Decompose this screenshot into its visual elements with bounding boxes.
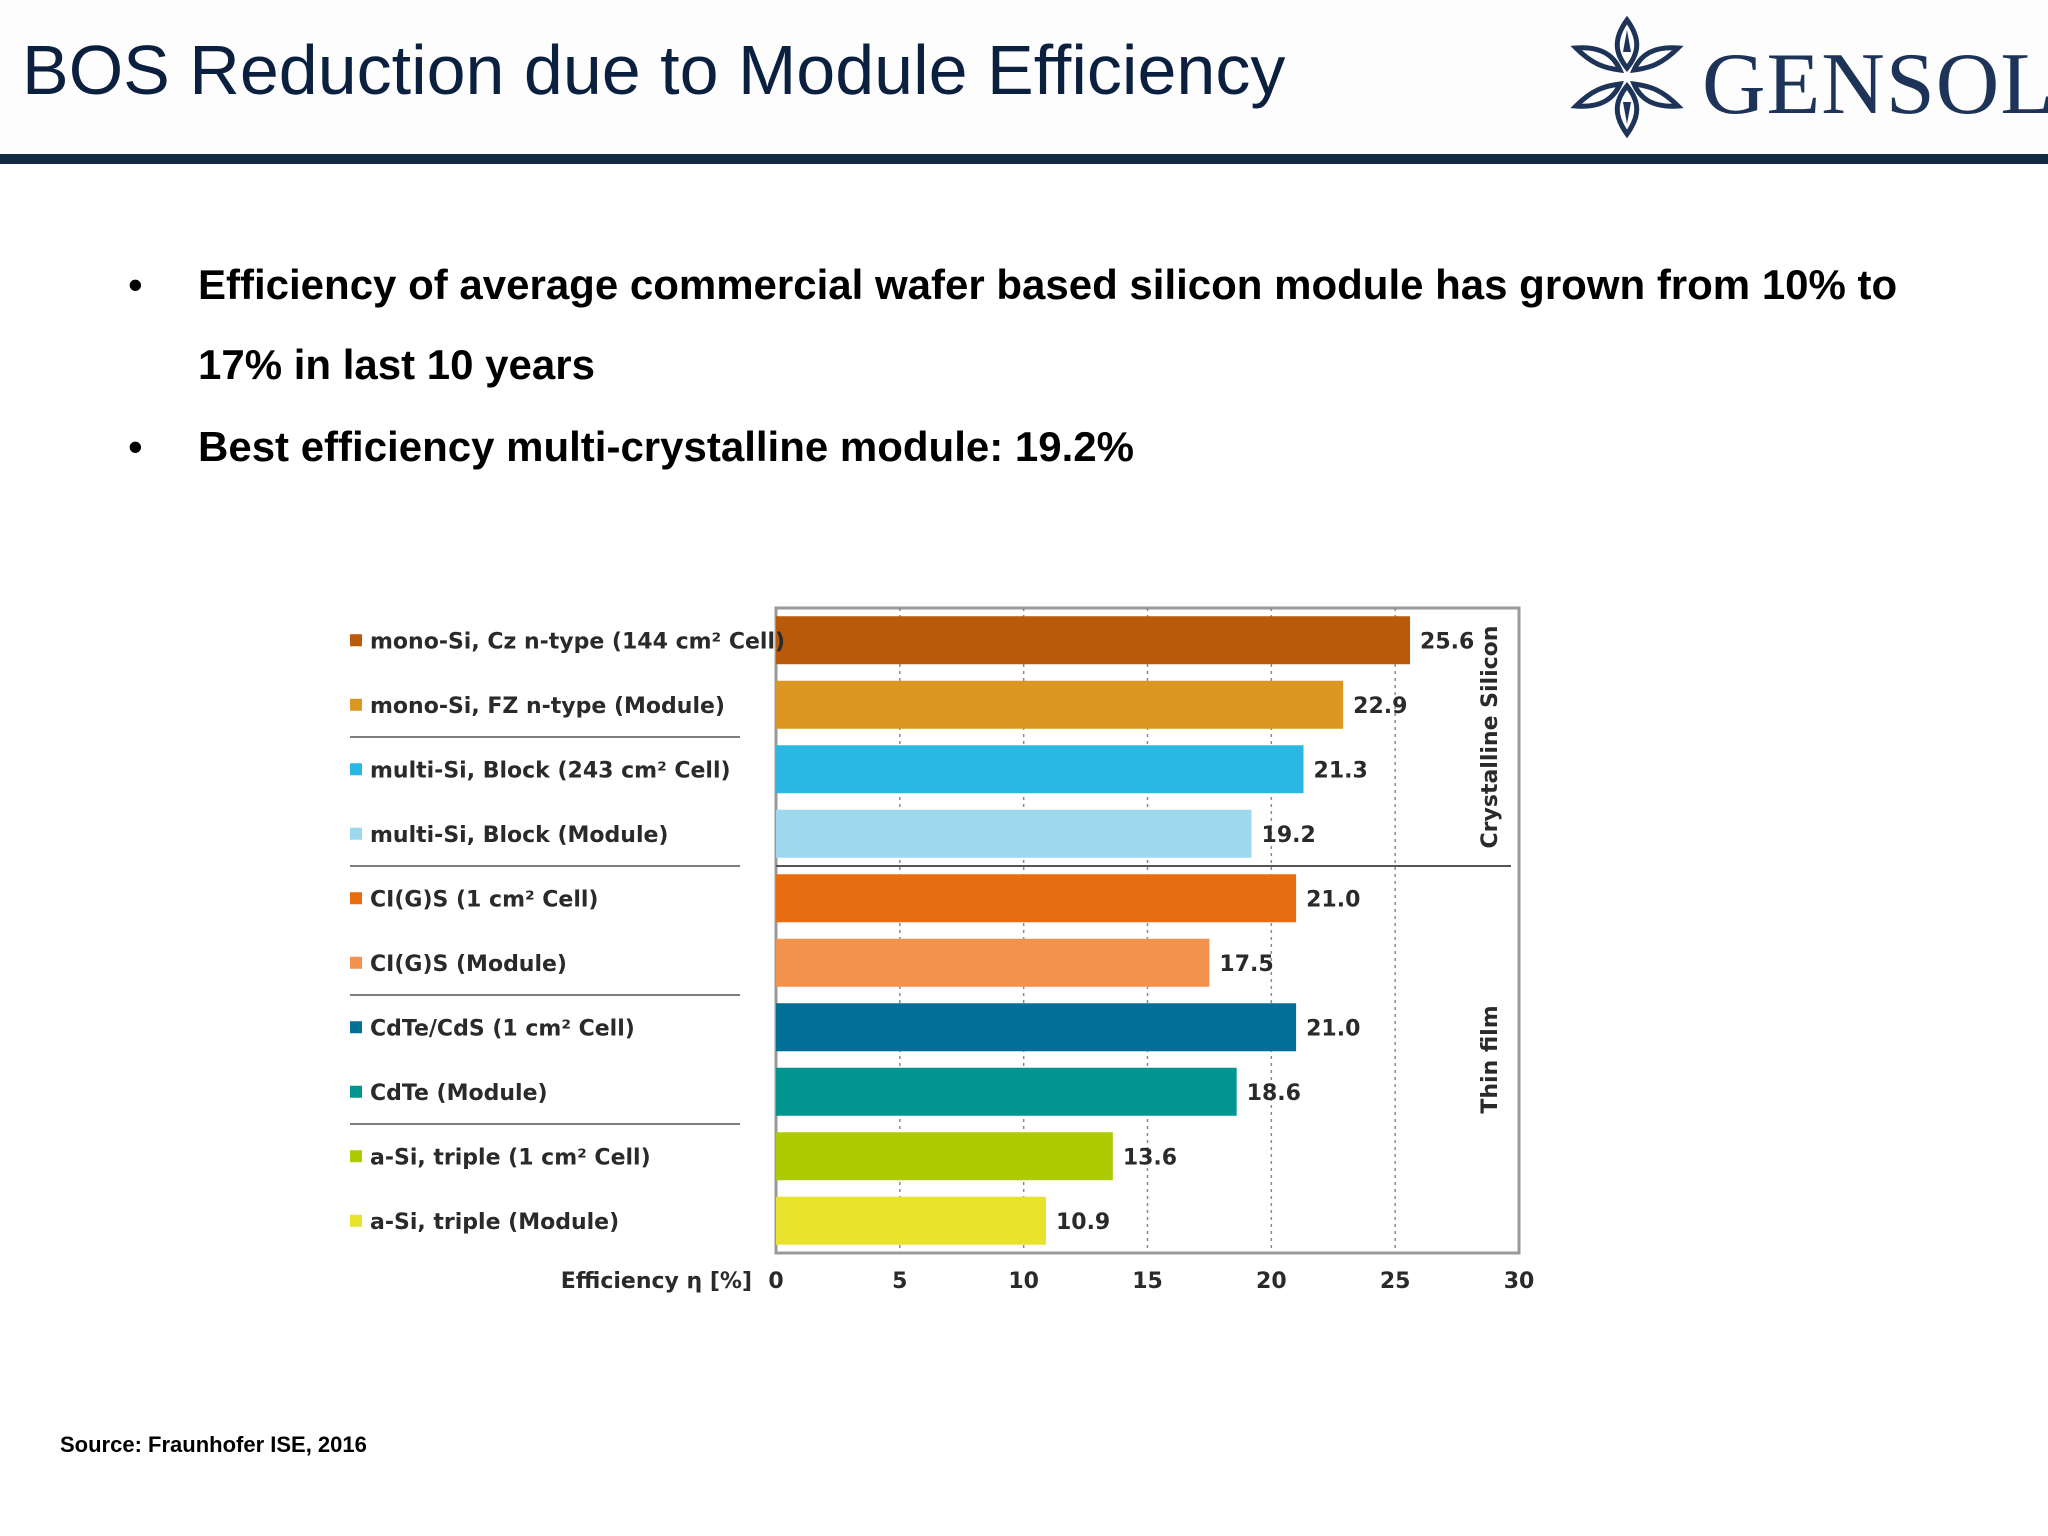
x-tick-label: 5 bbox=[892, 1269, 907, 1294]
bar bbox=[776, 938, 1210, 987]
legend-swatch bbox=[350, 1150, 362, 1163]
efficiency-bar-chart: 25.6 mono-Si, Cz n-type (144 cm² Cell) 22.… bbox=[350, 606, 1535, 1294]
category-label: mono-Si, FZ n-type (Module) bbox=[370, 694, 725, 719]
logo-wordmark: GENSOL bbox=[1702, 36, 2048, 133]
value-label: 17.5 bbox=[1219, 952, 1273, 977]
category-label: a-Si, triple (Module) bbox=[370, 1210, 619, 1235]
bar bbox=[776, 874, 1297, 923]
value-label: 21.0 bbox=[1306, 1016, 1360, 1041]
bar bbox=[776, 1196, 1046, 1245]
bar bbox=[776, 1067, 1237, 1116]
bullet-text: Efficiency of average commercial wafer b… bbox=[198, 261, 1898, 388]
slide-title: BOS Reduction due to Module Efficiency bbox=[22, 31, 1286, 109]
value-label: 21.3 bbox=[1314, 758, 1368, 783]
legend-swatch bbox=[350, 1085, 362, 1098]
bar bbox=[776, 1003, 1297, 1052]
legend-swatch bbox=[350, 698, 362, 711]
group-label: Crystalline Silicon bbox=[1478, 626, 1503, 849]
bullet-item-2: • Best efficiency multi-crystalline modu… bbox=[128, 407, 1958, 487]
x-tick-label: 25 bbox=[1380, 1269, 1411, 1294]
bar bbox=[776, 616, 1411, 665]
bullet-text: Best efficiency multi-crystalline module… bbox=[198, 423, 1134, 470]
bullet-item-1: • Efficiency of average commercial wafer… bbox=[128, 245, 1958, 405]
x-tick-label: 10 bbox=[1008, 1269, 1039, 1294]
gensol-flower-icon bbox=[1570, 15, 1684, 139]
x-tick-label: 20 bbox=[1256, 1269, 1287, 1294]
bullet-marker: • bbox=[128, 423, 143, 470]
value-label: 18.6 bbox=[1247, 1081, 1301, 1106]
category-label: CI(G)S (Module) bbox=[370, 952, 567, 977]
legend-swatch bbox=[350, 892, 362, 905]
category-label: mono-Si, Cz n-type (144 cm² Cell) bbox=[370, 629, 785, 654]
legend-swatch bbox=[350, 763, 362, 776]
value-label: 19.2 bbox=[1262, 823, 1316, 848]
legend-swatch bbox=[350, 1021, 362, 1034]
x-tick-label: 30 bbox=[1504, 1269, 1535, 1294]
source-note: Source: Fraunhofer ISE, 2016 bbox=[60, 1432, 367, 1457]
slide-header: BOS Reduction due to Module Efficiency G… bbox=[0, 0, 2048, 164]
value-label: 13.6 bbox=[1123, 1145, 1177, 1170]
category-label: multi-Si, Block (243 cm² Cell) bbox=[370, 758, 731, 783]
category-label: CI(G)S (1 cm² Cell) bbox=[370, 887, 599, 912]
bar bbox=[776, 809, 1252, 858]
legend-swatch bbox=[350, 1214, 362, 1227]
legend-swatch bbox=[350, 956, 362, 969]
bar bbox=[776, 680, 1344, 729]
category-label: a-Si, triple (1 cm² Cell) bbox=[370, 1145, 651, 1170]
x-tick-label: 15 bbox=[1132, 1269, 1163, 1294]
x-axis-label: Efficiency η [%] bbox=[561, 1269, 752, 1294]
value-label: 10.9 bbox=[1056, 1210, 1110, 1235]
gensol-logo: GENSOL bbox=[1562, 12, 2048, 142]
value-label: 25.6 bbox=[1420, 629, 1474, 654]
category-label: CdTe (Module) bbox=[370, 1081, 548, 1106]
legend-swatch bbox=[350, 634, 362, 647]
x-tick-label: 0 bbox=[768, 1269, 783, 1294]
group-label: Thin film bbox=[1478, 1005, 1503, 1113]
category-label: multi-Si, Block (Module) bbox=[370, 823, 668, 848]
bar bbox=[776, 1132, 1113, 1181]
category-label: CdTe/CdS (1 cm² Cell) bbox=[370, 1016, 635, 1041]
value-label: 22.9 bbox=[1353, 694, 1407, 719]
bar bbox=[776, 745, 1304, 794]
bullet-list: • Efficiency of average commercial wafer… bbox=[128, 245, 1958, 487]
bullet-marker: • bbox=[128, 261, 143, 308]
legend-swatch bbox=[350, 827, 362, 840]
value-label: 21.0 bbox=[1306, 887, 1360, 912]
header-rule bbox=[0, 154, 2048, 164]
